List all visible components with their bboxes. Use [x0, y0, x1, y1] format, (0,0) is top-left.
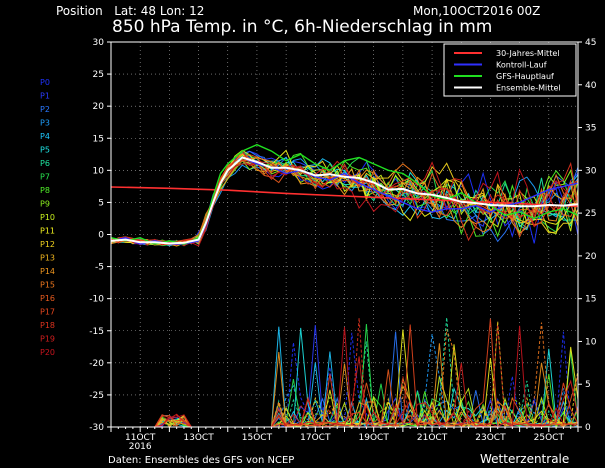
legend-entry: Ensemble-Mittel — [496, 84, 561, 93]
x-tick-label: 13OCT — [183, 433, 214, 443]
member-labels: P0 P1 P2 P3 P4 P5 P6 P7 P8 P9 P10 P11 P12 P13 P14 P15 P1… — [40, 78, 55, 357]
member-label-p1: P1 — [40, 92, 50, 101]
y-tick-label: 30 — [93, 38, 105, 48]
y-tick-label: -10 — [89, 295, 104, 305]
x-tick-sublabel: 2016 — [129, 442, 152, 452]
y-tick-label: -15 — [89, 327, 104, 337]
y-axis-right: 45 40 35 30 25 20 15 10 5 0 — [578, 38, 597, 433]
y-tick-label: 25 — [93, 70, 104, 80]
member-label-p10: P10 — [40, 213, 55, 222]
precip-line-p18 — [111, 317, 579, 428]
member-label-p2: P2 — [40, 105, 50, 114]
legend-entry: 30-Jahres-Mittel — [496, 49, 559, 58]
x-tick-label: 15OCT — [242, 433, 273, 443]
y2-tick-label: 15 — [585, 295, 596, 305]
run-time: Mon,10OCT2016 00Z — [413, 4, 541, 18]
member-label-p16: P16 — [40, 294, 55, 303]
member-label-p17: P17 — [40, 308, 55, 317]
series-gfs-hauptlauf — [110, 143, 579, 245]
position-label: Position — [56, 4, 103, 18]
lat-lon: Lat: 48 Lon: 12 — [114, 4, 205, 18]
member-label-p9: P9 — [40, 200, 50, 209]
y-tick-label: 5 — [98, 198, 104, 208]
member-line-p19 — [110, 149, 579, 246]
y2-tick-label: 25 — [585, 209, 596, 219]
member-label-p19: P19 — [40, 335, 55, 344]
y-axis-left: 30 25 20 15 10 5 0 -5 -10 -15 -20 -25 -30 — [89, 38, 111, 433]
member-label-p3: P3 — [40, 119, 50, 128]
member-label-p12: P12 — [40, 240, 55, 249]
y-tick-label: 20 — [93, 102, 105, 112]
temperature-series — [110, 143, 579, 247]
x-tick-label: 19OCT — [359, 433, 390, 443]
y-tick-label: 0 — [98, 231, 104, 241]
legend-entry: Kontroll-Lauf — [496, 61, 547, 70]
member-label-p20: P20 — [40, 348, 55, 357]
precipitation-series — [111, 317, 579, 429]
precip-line-p20 — [111, 325, 579, 428]
legend-entry: GFS-Hauptlauf — [496, 72, 554, 81]
precip-line-p15 — [111, 322, 579, 428]
member-label-p5: P5 — [40, 146, 50, 155]
member-label-p15: P15 — [40, 281, 55, 290]
member-label-p8: P8 — [40, 186, 50, 195]
x-tick-label: 11OCT — [125, 433, 156, 443]
y2-tick-label: 45 — [585, 38, 596, 48]
y2-tick-label: 0 — [585, 423, 591, 433]
y-tick-label: 15 — [93, 134, 104, 144]
x-tick-label: 21OCT — [417, 433, 448, 443]
member-label-p0: P0 — [40, 78, 50, 87]
y2-tick-label: 5 — [585, 380, 591, 390]
y2-tick-label: 10 — [585, 337, 597, 347]
legend: 30-Jahres-Mittel Kontroll-Lauf GFS-Hauptla… — [443, 43, 577, 97]
x-tick-label: 17OCT — [300, 433, 331, 443]
x-tick-label: 23OCT — [475, 433, 506, 443]
grid — [111, 42, 578, 427]
y2-tick-label: 35 — [585, 124, 596, 134]
member-label-p13: P13 — [40, 254, 55, 263]
y2-tick-label: 20 — [585, 252, 597, 262]
member-label-p14: P14 — [40, 267, 55, 276]
member-label-p4: P4 — [40, 132, 50, 141]
y-tick-label: -30 — [89, 423, 104, 433]
member-label-p11: P11 — [40, 227, 55, 236]
brand-name: Wetterzentrale — [480, 452, 570, 466]
x-tick-label: 25OCT — [534, 433, 565, 443]
series-30-jahres-mittel — [110, 186, 579, 208]
member-label-p6: P6 — [40, 159, 50, 168]
member-label-p7: P7 — [40, 173, 50, 182]
y-tick-label: -5 — [95, 263, 104, 273]
member-label-p18: P18 — [40, 321, 55, 330]
chart-title: 850 hPa Temp. in °C, 6h-Niederschlag in … — [112, 17, 493, 37]
series-ensemble-mittel — [110, 156, 579, 245]
data-source: Daten: Ensembles des GFS von NCEP — [108, 455, 295, 466]
y2-tick-label: 30 — [585, 166, 597, 176]
y2-tick-label: 40 — [585, 81, 597, 91]
y-tick-label: 10 — [93, 166, 105, 176]
series-kontroll-lauf — [110, 156, 579, 245]
y-tick-label: -25 — [89, 391, 104, 401]
y-tick-label: -20 — [89, 359, 104, 369]
